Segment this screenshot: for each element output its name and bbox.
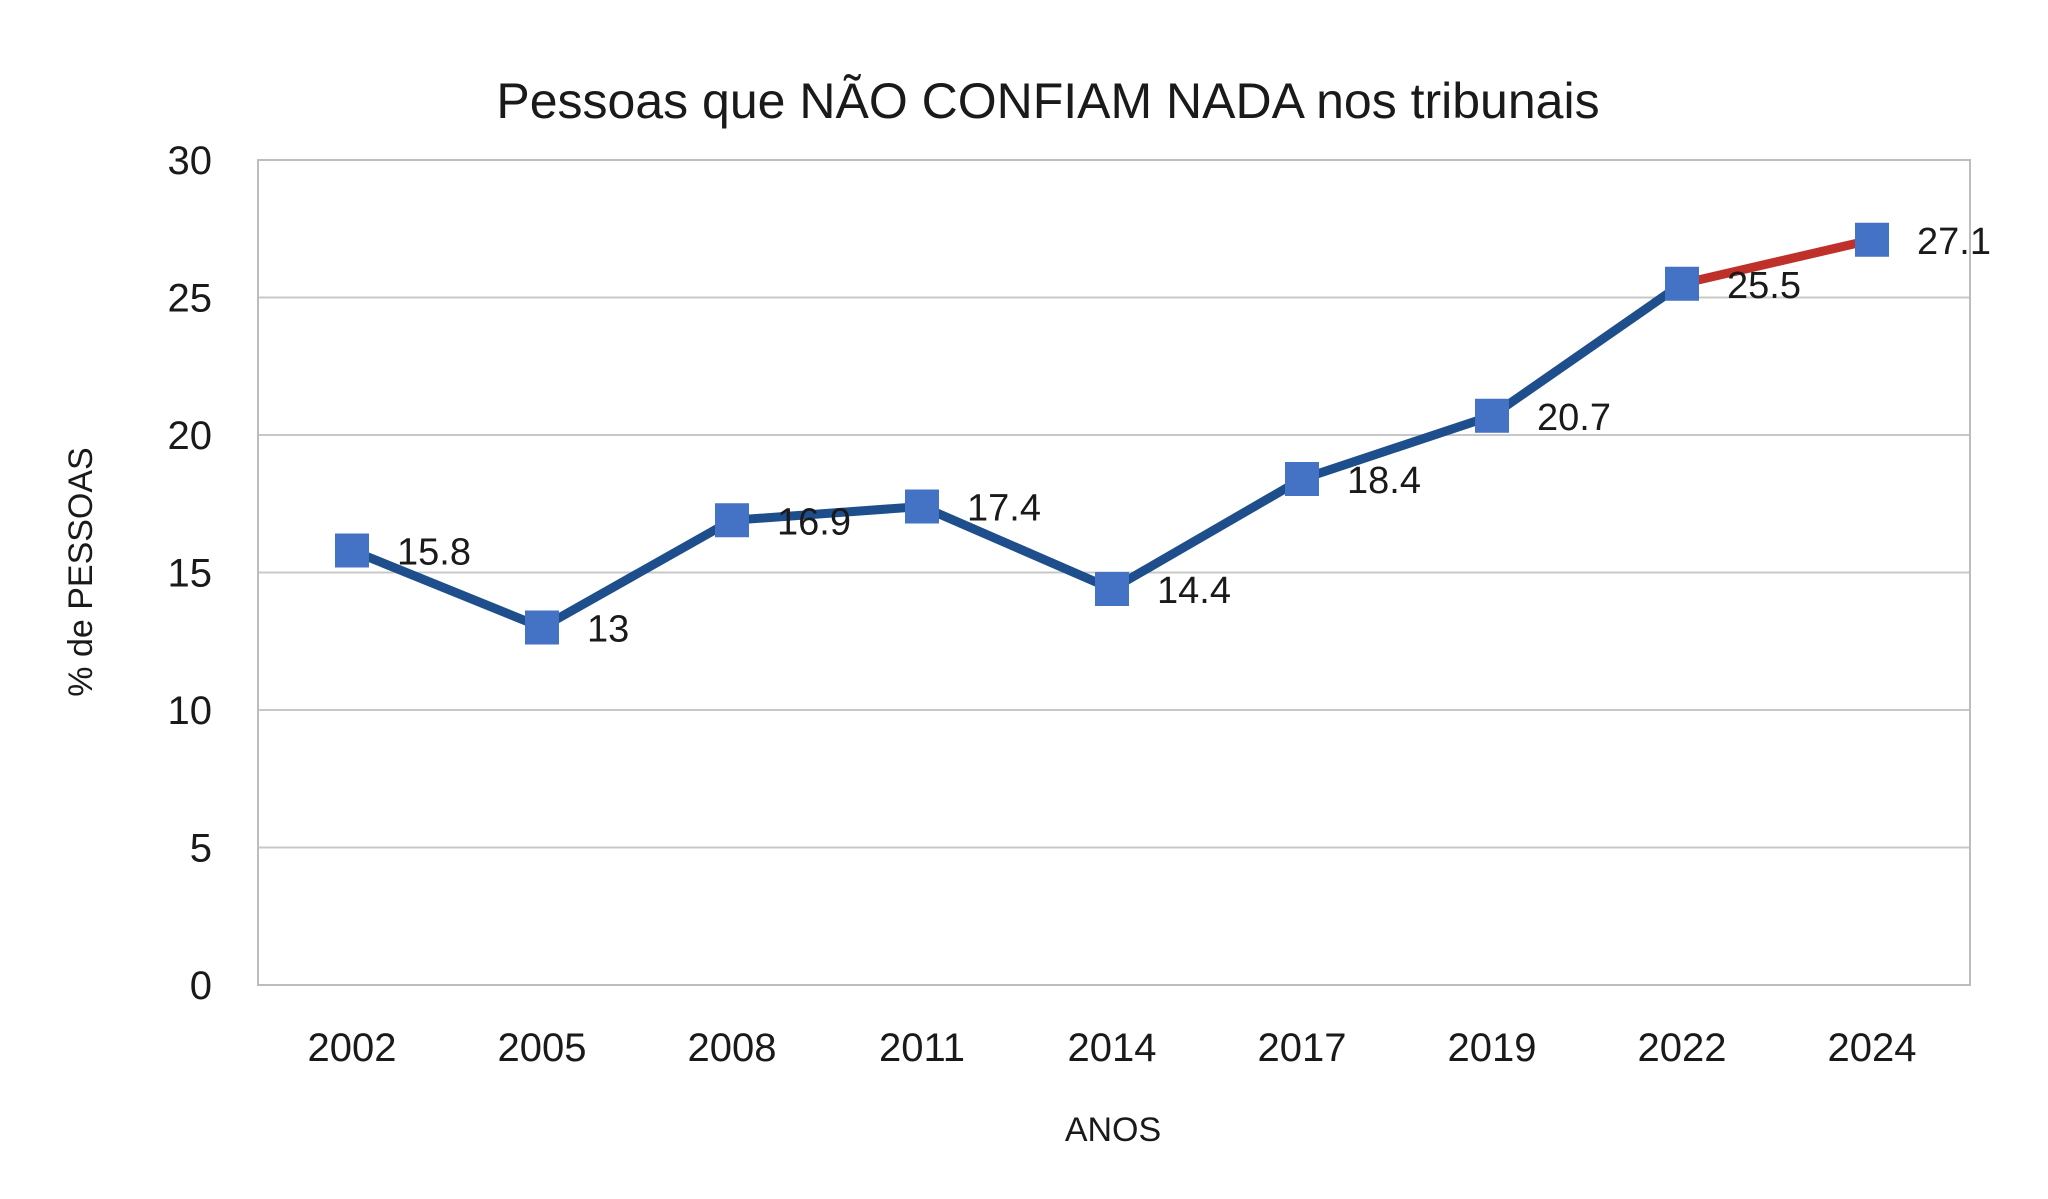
data-point-marker [335, 533, 369, 568]
x-tick-label: 2017 [1258, 1026, 1347, 1070]
data-labels: 15.8 13 16.9 17.4 14.4 18.4 20.7 25.5 27.1 [397, 221, 1991, 651]
x-axis-ticks: 2002 2005 2008 2011 2014 2017 2019 2022 2024 [308, 1026, 1917, 1070]
data-point-label: 17.4 [967, 488, 1041, 530]
data-point-label: 13 [587, 609, 629, 651]
y-axis-label: % de PESSOAS [62, 447, 100, 696]
y-tick-label: 20 [168, 414, 213, 458]
data-point-marker [1095, 572, 1129, 606]
data-point-label: 16.9 [777, 501, 851, 543]
data-point-label: 14.4 [1157, 570, 1231, 612]
data-point-label: 15.8 [397, 532, 471, 574]
data-point-label: 20.7 [1537, 397, 1611, 439]
series-line [347, 279, 1687, 632]
y-tick-label: 10 [168, 689, 213, 733]
x-tick-label: 2024 [1828, 1026, 1917, 1070]
data-point-marker [1475, 398, 1509, 433]
x-tick-label: 2019 [1448, 1026, 1537, 1070]
data-point-marker [1855, 222, 1889, 257]
data-point-marker [1285, 462, 1319, 496]
data-point-marker [1665, 266, 1699, 301]
plot-area-frame [257, 159, 1971, 986]
data-point-marker [715, 503, 749, 538]
data-point-label: 27.1 [1917, 221, 1991, 263]
y-tick-label: 30 [168, 139, 213, 183]
x-tick-label: 2002 [308, 1026, 397, 1070]
series-line-highlight-segment [1677, 235, 1877, 289]
data-point-marker [525, 610, 559, 645]
data-point-label: 18.4 [1347, 460, 1421, 502]
y-axis-ticks: 0 5 10 15 20 25 30 [168, 139, 213, 1008]
x-tick-label: 2011 [879, 1026, 965, 1070]
x-tick-label: 2005 [498, 1026, 587, 1070]
data-point-marker [905, 489, 939, 524]
y-tick-label: 0 [190, 964, 212, 1008]
y-tick-label: 5 [190, 827, 212, 871]
series-markers [335, 222, 1889, 645]
x-tick-label: 2008 [688, 1026, 777, 1070]
x-tick-label: 2014 [1068, 1026, 1157, 1070]
data-point-label: 25.5 [1727, 265, 1801, 307]
series-lines [347, 235, 1877, 632]
y-tick-label: 25 [168, 277, 213, 321]
x-axis-label: ANOS [1065, 1111, 1161, 1149]
x-tick-label: 2022 [1638, 1026, 1727, 1070]
y-tick-label: 15 [168, 552, 213, 596]
chart-title: Pessoas que NÃO CONFIAM NADA nos tribuna… [496, 73, 1599, 129]
